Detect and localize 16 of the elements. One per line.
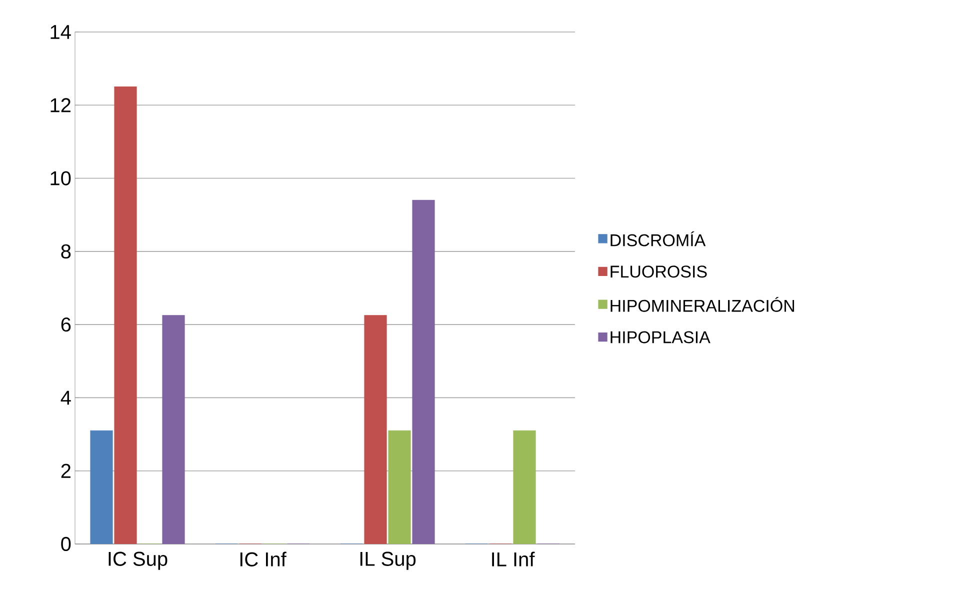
y-tick-label: 12: [50, 98, 70, 112]
y-tick-label: 2: [61, 464, 70, 478]
y-tick-label: 14: [50, 25, 71, 39]
legend-label: FLUOROSIS: [610, 266, 707, 278]
y-tick-label: 0: [61, 536, 71, 552]
y-tick-label: 6: [61, 317, 71, 332]
x-tick-label: IC Inf: [240, 552, 286, 566]
x-tick-label: IL Sup: [360, 552, 416, 570]
legend-label: HIPOMINERALIZACIÓN: [610, 296, 794, 312]
legend-label: DISCROMÍA: [610, 231, 706, 246]
y-tick-label: 4: [60, 390, 71, 405]
x-tick-label: IL Inf: [492, 552, 535, 566]
legend-label: HIPOPLASIA: [610, 331, 710, 344]
x-tick-label: IC Sup: [108, 552, 168, 570]
y-tick-label: 10: [50, 171, 71, 186]
y-tick-label: 8: [61, 244, 71, 258]
